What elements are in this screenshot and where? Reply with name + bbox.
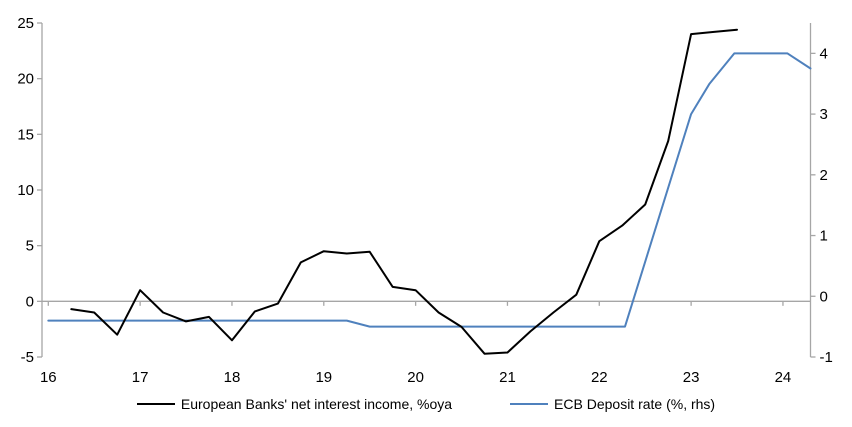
series-line-net-interest-income <box>70 28 738 355</box>
left-axis-tick-label: 5 <box>26 238 34 255</box>
x-axis-tick-label: 22 <box>591 369 608 386</box>
left-axis-tick-label: 15 <box>17 126 34 143</box>
right-axis-tick-label: 0 <box>820 288 828 305</box>
x-axis-tick-label: 18 <box>224 369 241 386</box>
x-axis-tick-label: 20 <box>407 369 424 386</box>
legend-item-net-interest-income: European Banks' net interest income, %oy… <box>136 396 453 412</box>
x-axis-tick-label: 17 <box>132 369 149 386</box>
legend-label-ecb-deposit-rate: ECB Deposit rate (%, rhs) <box>554 396 716 412</box>
legend-label-net-interest-income: European Banks' net interest income, %oy… <box>180 396 453 412</box>
left-axis-tick-label: 25 <box>17 15 34 32</box>
right-axis-tick-label: 2 <box>820 167 828 184</box>
left-axis-tick-label: 20 <box>17 71 34 88</box>
right-axis-tick-label: 4 <box>820 45 828 62</box>
left-axis-tick-label: 10 <box>17 182 34 199</box>
legend-line-black-icon <box>136 403 175 405</box>
x-axis-tick-label: 19 <box>315 369 332 386</box>
left-axis-tick-label: 0 <box>26 293 34 310</box>
right-axis-tick-label: 1 <box>820 228 828 245</box>
series-line-ecb-deposit-rate <box>47 52 812 328</box>
right-axis-tick-label: 3 <box>820 106 828 123</box>
x-axis-tick-label: 21 <box>499 369 516 386</box>
right-axis-tick-label: -1 <box>820 349 833 366</box>
legend: European Banks' net interest income, %oy… <box>0 396 852 412</box>
legend-line-blue-icon <box>510 403 549 405</box>
left-axis-tick-label: -5 <box>21 349 34 366</box>
x-axis-tick-label: 16 <box>40 369 57 386</box>
x-axis-tick-label: 23 <box>683 369 700 386</box>
x-axis-tick-label: 24 <box>775 369 792 386</box>
legend-item-ecb-deposit-rate: ECB Deposit rate (%, rhs) <box>510 396 715 412</box>
